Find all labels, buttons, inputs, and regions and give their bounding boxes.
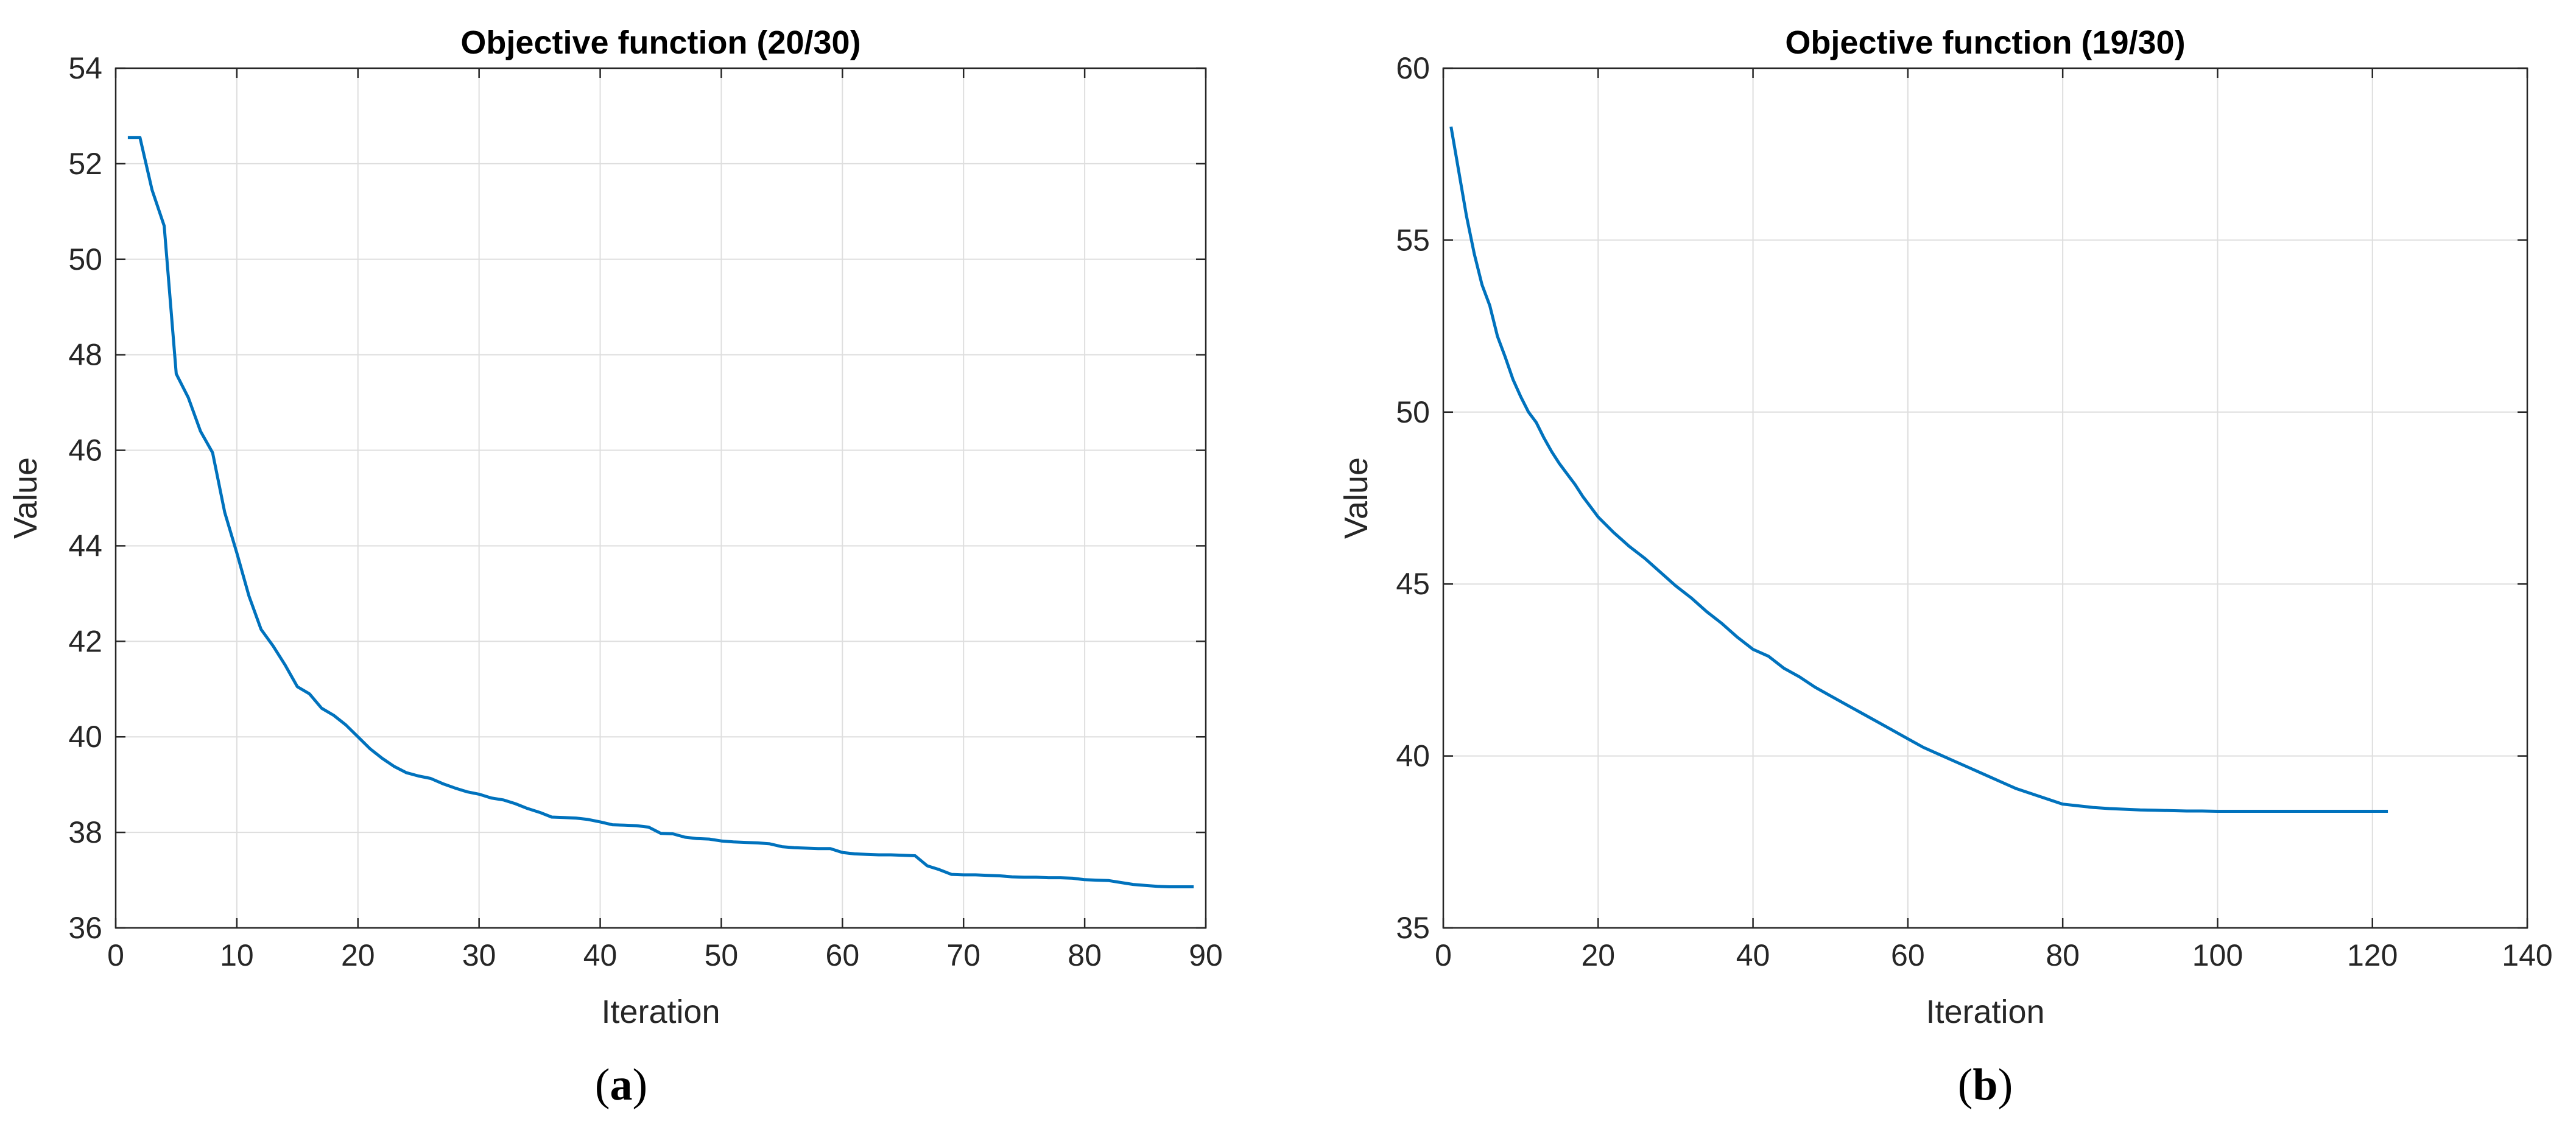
panel-label-a: (a) xyxy=(595,1060,647,1110)
x-tick-label: 20 xyxy=(1581,938,1615,972)
x-tick-label: 70 xyxy=(946,938,980,972)
chart-title: Objective function (20/30) xyxy=(460,24,860,61)
y-tick-label: 50 xyxy=(68,242,102,276)
x-tick-label: 40 xyxy=(1736,938,1770,972)
series-line xyxy=(127,136,1194,888)
x-tick-label: 10 xyxy=(220,938,254,972)
x-tick-label: 140 xyxy=(2502,938,2552,972)
chart-panel-a: 0 10 20 30 40 50 60 70 80 9036384042444648505254 … xyxy=(7,24,1223,1110)
x-tick-label: 20 xyxy=(341,938,375,972)
grid-lines xyxy=(1443,68,2527,928)
chart-title: Objective function (19/30) xyxy=(1785,24,2185,61)
x-tick-label: 80 xyxy=(2046,938,2080,972)
x-tick-label: 30 xyxy=(462,938,496,972)
y-tick-label: 38 xyxy=(68,815,102,849)
plot-area-frame xyxy=(114,67,1207,929)
y-tick-label: 40 xyxy=(68,720,102,754)
x-axis-label: Iteration xyxy=(1926,994,2044,1030)
x-tick-label: 0 xyxy=(1435,938,1452,972)
x-tick-label: 90 xyxy=(1189,938,1223,972)
y-tick-label: 46 xyxy=(68,434,102,468)
axis-tick-labels: 0 20 40 60 80 100 120 140 35 40 45 50 55 60 xyxy=(1396,51,2552,972)
x-tick-label: 100 xyxy=(2192,938,2243,972)
x-axis-label: Iteration xyxy=(601,994,720,1030)
y-tick-label: 52 xyxy=(68,147,102,181)
x-tick-label: 40 xyxy=(583,938,618,972)
axis-ticks xyxy=(114,67,1207,929)
y-tick-label: 35 xyxy=(1396,911,1430,945)
y-tick-label: 48 xyxy=(68,338,102,372)
x-tick-label: 60 xyxy=(1891,938,1925,972)
axis-ticks xyxy=(1442,67,2528,929)
series-line xyxy=(1449,126,2388,813)
y-axis-label: Value xyxy=(1338,457,1374,539)
y-tick-label: 55 xyxy=(1396,223,1430,257)
x-tick-label: 80 xyxy=(1068,938,1102,972)
y-tick-label: 45 xyxy=(1396,567,1430,601)
plot-area-frame xyxy=(1442,67,2528,929)
x-tick-label: 0 xyxy=(107,938,124,972)
y-tick-label: 42 xyxy=(68,624,102,658)
x-tick-label: 120 xyxy=(2347,938,2398,972)
y-tick-label: 60 xyxy=(1396,51,1430,85)
axis-tick-labels: 0 10 20 30 40 50 60 70 80 90 36 38 40 42 44 46 48 50 52 54 xyxy=(68,51,1222,972)
panel-label-b: (b) xyxy=(1958,1060,2013,1110)
y-tick-label: 54 xyxy=(68,51,102,85)
y-axis-label: Value xyxy=(7,457,44,539)
x-tick-label: 50 xyxy=(705,938,739,972)
x-tick-label: 60 xyxy=(826,938,860,972)
chart-panel-b: 0 20 40 60 80 100 120 140 35 40 45 50 55 60 Objective… xyxy=(1338,24,2553,1110)
grid-lines xyxy=(116,68,1206,928)
y-tick-label: 44 xyxy=(68,528,102,563)
y-tick-label: 36 xyxy=(68,911,102,945)
y-tick-label: 40 xyxy=(1396,739,1430,773)
y-tick-label: 50 xyxy=(1396,395,1430,429)
